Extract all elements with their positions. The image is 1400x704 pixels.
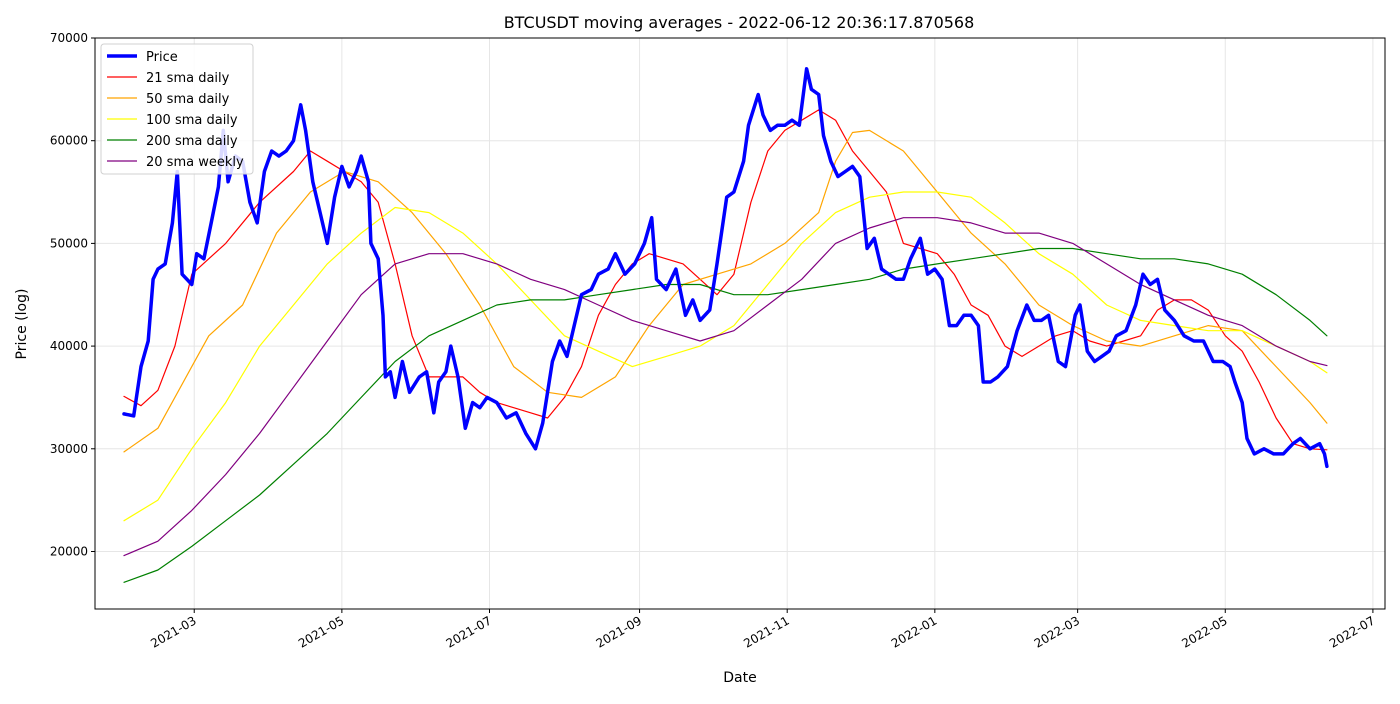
x-tick-label: 2021-03: [148, 613, 198, 650]
x-tick-label: 2021-05: [296, 613, 346, 650]
legend-box: [100, 43, 254, 175]
plot-frame: [94, 37, 1386, 610]
grid: [95, 37, 1385, 609]
y-tick-label: 50000: [50, 236, 88, 250]
x-tick-label: 2022-03: [1032, 613, 1082, 650]
y-tick-label: 70000: [50, 31, 88, 45]
x-axis-label: Date: [723, 670, 756, 686]
y-axis-label: Price (log): [14, 289, 30, 360]
x-tick-label: 2021-09: [594, 613, 644, 650]
legend-entry-label: 50 sma daily: [146, 92, 230, 107]
y-tick-label: 20000: [50, 544, 88, 558]
series-line-50-sma-daily: [123, 129, 1328, 453]
series-layer: [122, 67, 1329, 583]
y-tick-label: 60000: [50, 134, 88, 148]
y-axis: 20000 30000 40000 50000 60000 70000: [50, 31, 95, 558]
legend-entry-label: 20 sma weekly: [146, 155, 244, 170]
x-tick-label: 2021-07: [444, 613, 494, 650]
x-tick-label: 2022-05: [1179, 613, 1229, 650]
legend-entry-label: 21 sma daily: [146, 71, 230, 86]
y-tick-label: 40000: [50, 339, 88, 353]
series-line-price: [122, 67, 1329, 469]
x-tick-label: 2022-01: [889, 613, 939, 650]
x-tick-label: 2021-11: [741, 613, 791, 650]
legend: Price 21 sma daily 50 sma daily 100 sma dai…: [100, 43, 254, 175]
x-tick-label: 2022-07: [1327, 613, 1377, 650]
series-line-200-sma-daily: [123, 247, 1328, 583]
series-line-100-sma-daily: [123, 191, 1328, 522]
series-line-21-sma-daily: [123, 109, 1328, 451]
x-axis: 2021-03 2021-05 2021-07 2021-09 2021-11 2022-…: [148, 609, 1377, 651]
y-tick-label: 30000: [50, 442, 88, 456]
legend-entry-label: Price: [146, 50, 178, 65]
series-line-20-sma-weekly: [123, 217, 1328, 557]
legend-entry-label: 200 sma daily: [146, 134, 238, 149]
legend-entry-label: 100 sma daily: [146, 113, 238, 128]
chart-title: BTCUSDT moving averages - 2022-06-12 20:…: [504, 13, 975, 32]
